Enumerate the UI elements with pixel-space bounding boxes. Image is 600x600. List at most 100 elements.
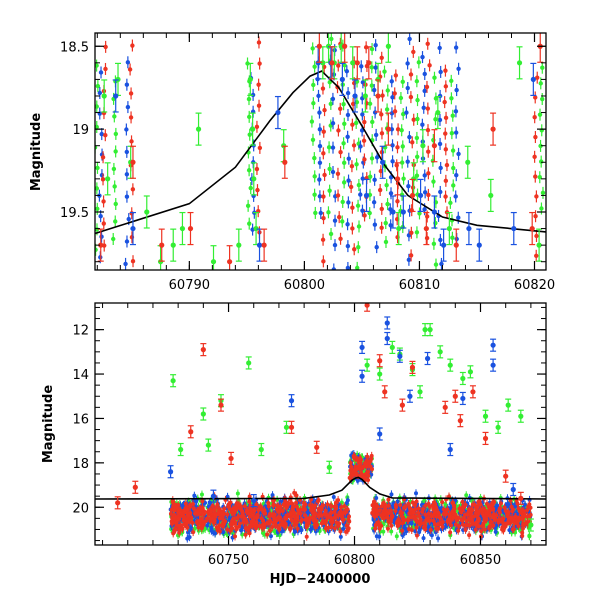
data-point-red	[431, 143, 438, 149]
data-point-blue	[400, 209, 406, 215]
streak-point-blue	[126, 216, 131, 222]
streak-point-red	[335, 193, 341, 198]
data-point-red	[130, 159, 136, 165]
data-point-green	[247, 76, 253, 83]
streak-point-blue	[456, 151, 461, 157]
streak-point-green	[113, 131, 119, 137]
data-point-red	[394, 176, 401, 182]
streak-point-blue	[373, 132, 379, 138]
streak-point-red	[425, 106, 431, 111]
band-point-green	[235, 491, 240, 496]
x-tick-label: 60800	[284, 278, 325, 293]
streak-point-green	[112, 184, 117, 189]
streak-point-red	[100, 177, 106, 182]
streak-point-red	[444, 162, 450, 168]
streak-point-red	[255, 187, 260, 193]
streak-point-red	[130, 258, 136, 264]
band-point-red	[233, 534, 238, 539]
streak-point-red	[103, 44, 108, 50]
streak-point-blue	[330, 169, 336, 175]
band-point-blue	[389, 492, 394, 497]
data-point-blue	[530, 76, 536, 83]
streak-point-green	[328, 101, 334, 107]
streak-point-green	[414, 79, 420, 84]
streak-point-green	[431, 179, 436, 184]
streak-point-red	[321, 259, 326, 264]
streak-point-green	[448, 200, 453, 206]
streak-point-red	[408, 72, 414, 77]
data-point-green	[170, 242, 176, 248]
streak-point-blue	[330, 121, 336, 126]
streak-point-red	[256, 82, 261, 87]
streak-point-green	[342, 121, 347, 126]
streak-point-blue	[390, 143, 395, 148]
data-point-blue	[339, 76, 345, 83]
streak-point-red	[379, 131, 385, 136]
streak-point-blue	[345, 265, 351, 270]
streak-point-blue	[345, 90, 351, 96]
streak-point-blue	[388, 223, 393, 228]
data-point-blue	[417, 192, 424, 199]
data-point-blue	[352, 93, 358, 99]
streak-point-blue	[359, 64, 364, 69]
streak-point-red	[443, 115, 449, 121]
streak-point-blue	[330, 96, 336, 102]
streak-point-red	[533, 134, 538, 140]
streak-point-green	[417, 211, 422, 216]
band-point-red	[247, 494, 252, 499]
band-point-blue	[436, 536, 441, 541]
data-point-green	[253, 225, 259, 232]
top-panel: 60790 60800 60810 60820 18.5 19 19.5 Magnitude	[29, 32, 555, 293]
band-point-blue	[309, 526, 314, 531]
streak-point-green	[95, 83, 101, 89]
streak-point-red	[392, 91, 397, 96]
streak-point-blue	[124, 194, 130, 199]
streak-point-red	[321, 194, 326, 199]
data-point-red	[529, 225, 535, 232]
streak-point-green	[113, 149, 118, 154]
streak-point-green	[451, 183, 456, 188]
streak-point-blue	[316, 93, 321, 99]
streak-point-blue	[438, 69, 443, 75]
band-point-blue	[421, 536, 426, 541]
streak-point-red	[322, 107, 327, 113]
streak-point-red	[534, 253, 539, 258]
streak-point-green	[326, 210, 331, 215]
streak-point-red	[351, 143, 357, 148]
streak-point-blue	[317, 194, 323, 199]
streak-point-blue	[317, 177, 322, 182]
streak-point-green	[449, 96, 454, 101]
streak-point-red	[336, 214, 342, 220]
band-point-blue	[209, 525, 214, 530]
streak-point-green	[95, 124, 99, 130]
data-point-red	[409, 192, 416, 199]
streak-point-blue	[317, 127, 323, 132]
data-point-green	[320, 60, 326, 66]
streak-point-red	[425, 127, 431, 133]
streak-point-red	[426, 192, 431, 198]
streak-point-blue	[332, 218, 338, 223]
band-point-blue	[299, 527, 304, 532]
streak-point-blue	[374, 244, 379, 250]
streak-point-green	[354, 162, 359, 167]
streak-point-green	[370, 119, 375, 125]
band-point-blue	[374, 495, 379, 500]
streak-point-blue	[389, 79, 394, 84]
top-y-axis-title: Magnitude	[29, 113, 44, 192]
streak-point-blue	[317, 160, 323, 166]
streak-point-blue	[422, 88, 427, 94]
streak-point-red	[378, 168, 384, 174]
streak-point-red	[320, 86, 326, 91]
band-point-blue	[313, 529, 318, 534]
band-point-blue	[341, 527, 346, 532]
data-point-blue	[466, 225, 472, 232]
data-point-red	[316, 43, 322, 49]
x-tick-label: 60820	[514, 278, 555, 293]
data-point-blue	[256, 242, 263, 248]
streak-point-red	[532, 154, 537, 160]
streak-point-blue	[453, 45, 459, 50]
streak-point-green	[451, 165, 456, 171]
streak-point-green	[383, 220, 388, 226]
streak-point-red	[352, 247, 357, 252]
top-panel-axes: 60790 60800 60810 60820 18.5 19 19.5	[60, 33, 555, 293]
